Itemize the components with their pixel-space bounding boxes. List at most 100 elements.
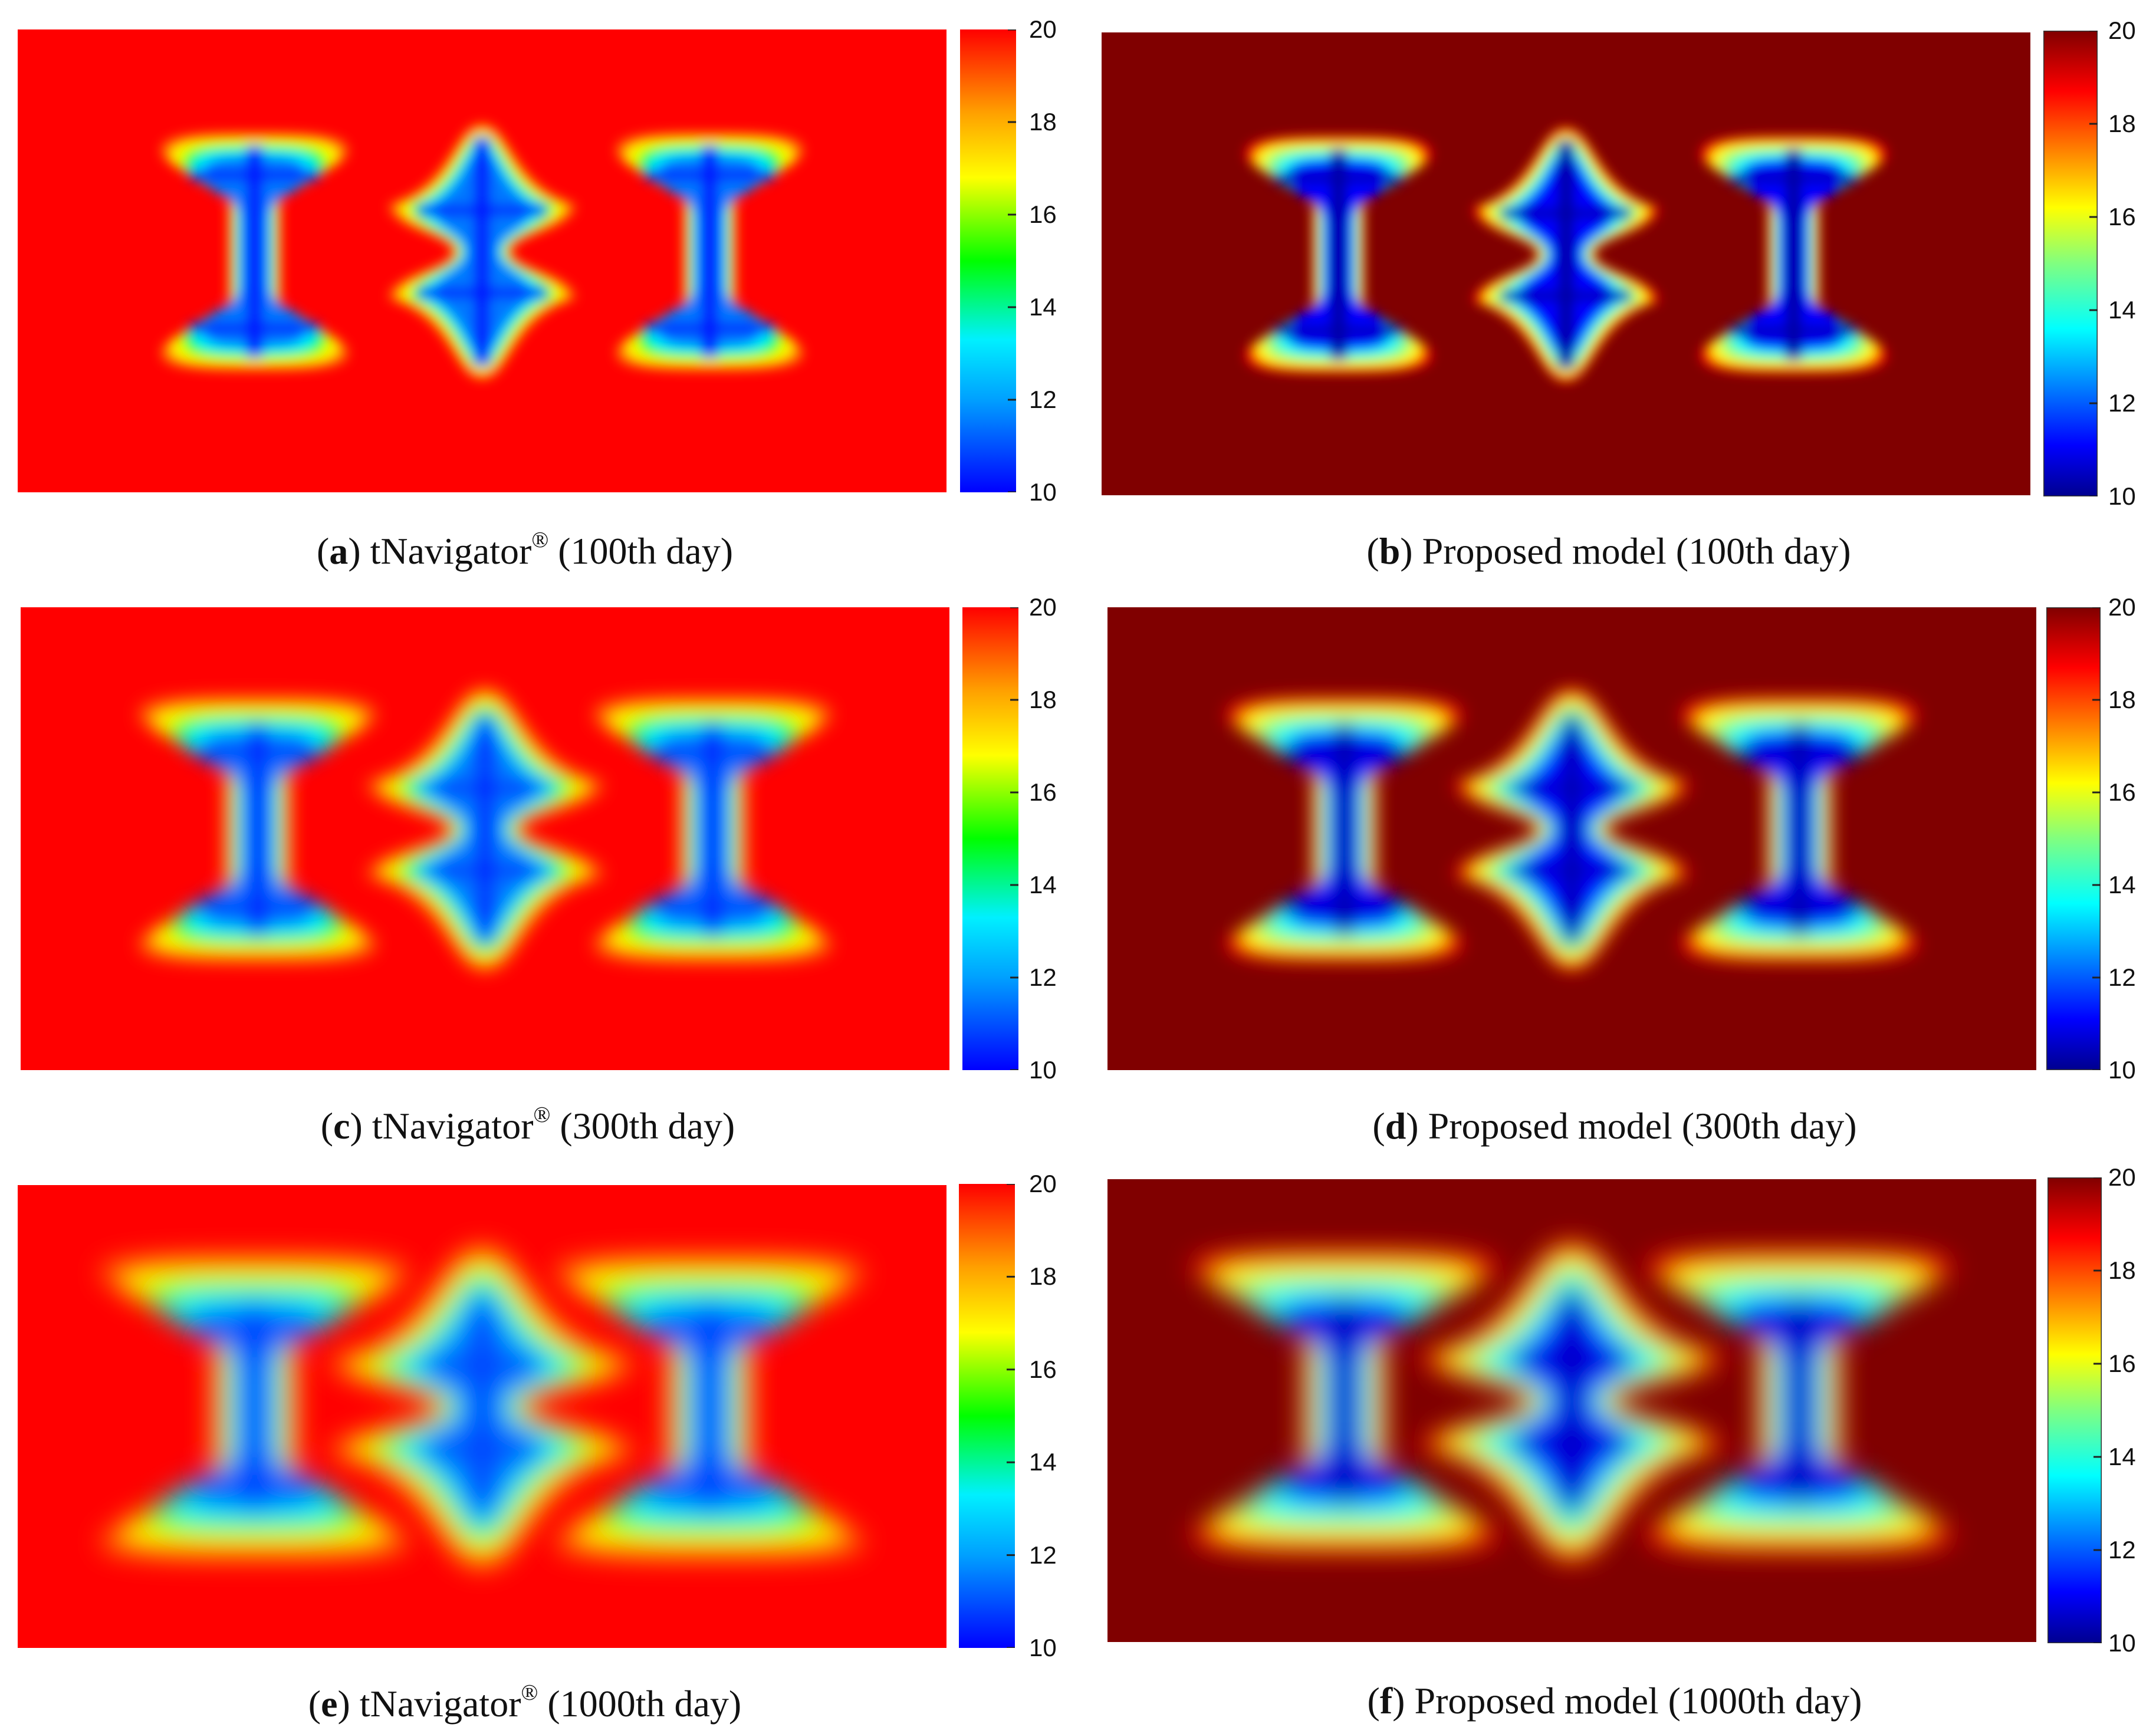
colorbar-tick-label: 10 xyxy=(1029,478,1057,506)
colorbar-tick-label: 10 xyxy=(2108,1056,2136,1084)
fracture-2 xyxy=(1507,715,1636,944)
fracture-3 xyxy=(1735,723,1864,935)
caption-letter: d xyxy=(1385,1105,1406,1147)
caption-mark: ® xyxy=(531,528,549,552)
colorbar-tick-label: 14 xyxy=(1029,293,1057,321)
caption-prefix: ( xyxy=(1367,1680,1380,1722)
caption-suffix: ) xyxy=(1400,530,1422,572)
fracture-1 xyxy=(190,146,319,357)
colorbar-tick-label: 14 xyxy=(2108,1443,2136,1470)
colorbar-tick-label: 12 xyxy=(2108,963,2136,991)
caption-label-after: (100th day) xyxy=(548,530,733,572)
colorbar-tick-label: 18 xyxy=(1029,108,1057,136)
caption-suffix: ) xyxy=(1406,1105,1428,1147)
fracture-1 xyxy=(193,723,322,935)
caption-prefix: ( xyxy=(1366,530,1379,572)
fracture-3 xyxy=(1735,1295,1864,1507)
colorbar-tick-label: 14 xyxy=(1029,871,1057,899)
colorbar-tick-label: 10 xyxy=(2108,1629,2136,1657)
colorbar-tick-label: 16 xyxy=(1029,778,1057,806)
well-group-3 xyxy=(1681,697,1918,962)
colorbar-tick-label: 10 xyxy=(1029,1056,1057,1084)
colorbar-tick-label: 18 xyxy=(2108,686,2136,713)
colorbar-tick-label: 10 xyxy=(2108,482,2136,510)
caption-label-before: Proposed model (100th day) xyxy=(1422,530,1851,572)
well-group-2 xyxy=(1473,127,1659,383)
well-group-1 xyxy=(101,1255,408,1559)
colorbar-f xyxy=(2047,1177,2102,1643)
well-group-3 xyxy=(1646,1249,1953,1554)
fracture-1 xyxy=(1274,149,1403,360)
colorbar-tick-label: 20 xyxy=(1029,593,1057,621)
caption-prefix: ( xyxy=(1372,1105,1385,1147)
caption-suffix: ) xyxy=(350,1105,372,1147)
well-group-1 xyxy=(1191,1249,1498,1554)
well-group-3 xyxy=(556,1255,863,1559)
caption-label-before: tNavigator xyxy=(372,1105,534,1147)
panel-caption-a: (a) tNavigator® (100th day) xyxy=(18,528,1032,572)
colorbar-e xyxy=(959,1184,1015,1648)
well-group-1 xyxy=(139,697,376,962)
colorbar-tick-label: 20 xyxy=(1029,15,1057,43)
colorbar-tick-label: 10 xyxy=(1029,1634,1057,1661)
panel-caption-d: (d) Proposed model (300th day) xyxy=(1107,1105,2122,1147)
colorbar-tick-label: 18 xyxy=(2108,1256,2136,1284)
caption-mark: ® xyxy=(533,1103,551,1127)
caption-letter: a xyxy=(329,530,349,572)
colorbar-tick-label: 12 xyxy=(1029,1541,1057,1569)
well-group-2 xyxy=(389,124,576,380)
well-group-2 xyxy=(328,1246,636,1568)
colorbar-tick-label: 12 xyxy=(1029,386,1057,413)
well-group-2 xyxy=(367,688,603,971)
pressure-map-b xyxy=(1102,32,2030,495)
colorbar-tick-label: 20 xyxy=(1029,1170,1057,1197)
pressure-map-d xyxy=(1107,607,2036,1070)
colorbar-tick-label: 12 xyxy=(2108,389,2136,417)
panel-caption-e: (e) tNavigator® (1000th day) xyxy=(18,1682,1032,1725)
colorbar-tick-label: 20 xyxy=(2108,593,2136,621)
caption-suffix: ) xyxy=(348,530,370,572)
fracture-3 xyxy=(645,146,774,357)
colorbar-tick-label: 14 xyxy=(1029,1448,1057,1476)
panel-caption-f: (f) Proposed model (1000th day) xyxy=(1107,1680,2122,1722)
fracture-1 xyxy=(190,1301,319,1513)
well-group-3 xyxy=(616,133,803,371)
colorbar-tick-label: 12 xyxy=(2108,1536,2136,1564)
caption-label-before: tNavigator xyxy=(370,530,532,572)
colorbar-tick-label: 18 xyxy=(2108,110,2136,137)
fracture-2 xyxy=(418,1292,547,1522)
well-group-2 xyxy=(1454,688,1690,971)
fracture-2 xyxy=(418,137,547,366)
colorbar-b xyxy=(2043,31,2098,496)
fracture-2 xyxy=(1507,1286,1636,1516)
colorbar-tick-label: 18 xyxy=(1029,686,1057,713)
well-group-1 xyxy=(161,133,348,371)
colorbar-a xyxy=(960,29,1016,492)
colorbar-tick-label: 14 xyxy=(2108,296,2136,324)
caption-label-before: tNavigator xyxy=(359,1683,521,1725)
pressure-map-f xyxy=(1107,1179,2036,1642)
well-group-3 xyxy=(594,697,831,962)
well-group-2 xyxy=(1418,1241,1726,1562)
colorbar-tick-label: 12 xyxy=(1029,963,1057,991)
panel-caption-b: (b) Proposed model (100th day) xyxy=(1102,531,2116,572)
caption-label-before: Proposed model (1000th day) xyxy=(1414,1680,1862,1722)
colorbar-tick-label: 18 xyxy=(1029,1262,1057,1291)
caption-letter: f xyxy=(1379,1680,1393,1722)
caption-label-after: (300th day) xyxy=(550,1105,735,1147)
caption-letter: c xyxy=(333,1105,350,1147)
fracture-3 xyxy=(645,1301,774,1513)
colorbar-tick-label: 20 xyxy=(2108,17,2136,44)
fracture-1 xyxy=(1280,1295,1409,1507)
colorbar-tick-label: 16 xyxy=(2108,778,2136,806)
caption-label-after: (1000th day) xyxy=(538,1683,742,1725)
caption-prefix: ( xyxy=(320,1105,334,1147)
well-group-1 xyxy=(1245,136,1432,374)
fracture-1 xyxy=(1280,723,1409,935)
colorbar-tick-label: 16 xyxy=(2108,1350,2136,1377)
fracture-3 xyxy=(1729,149,1858,360)
caption-label-before: Proposed model (300th day) xyxy=(1428,1105,1857,1147)
caption-prefix: ( xyxy=(308,1683,321,1725)
colorbar-tick-label: 16 xyxy=(1029,1355,1057,1383)
pressure-map-e xyxy=(18,1185,946,1648)
